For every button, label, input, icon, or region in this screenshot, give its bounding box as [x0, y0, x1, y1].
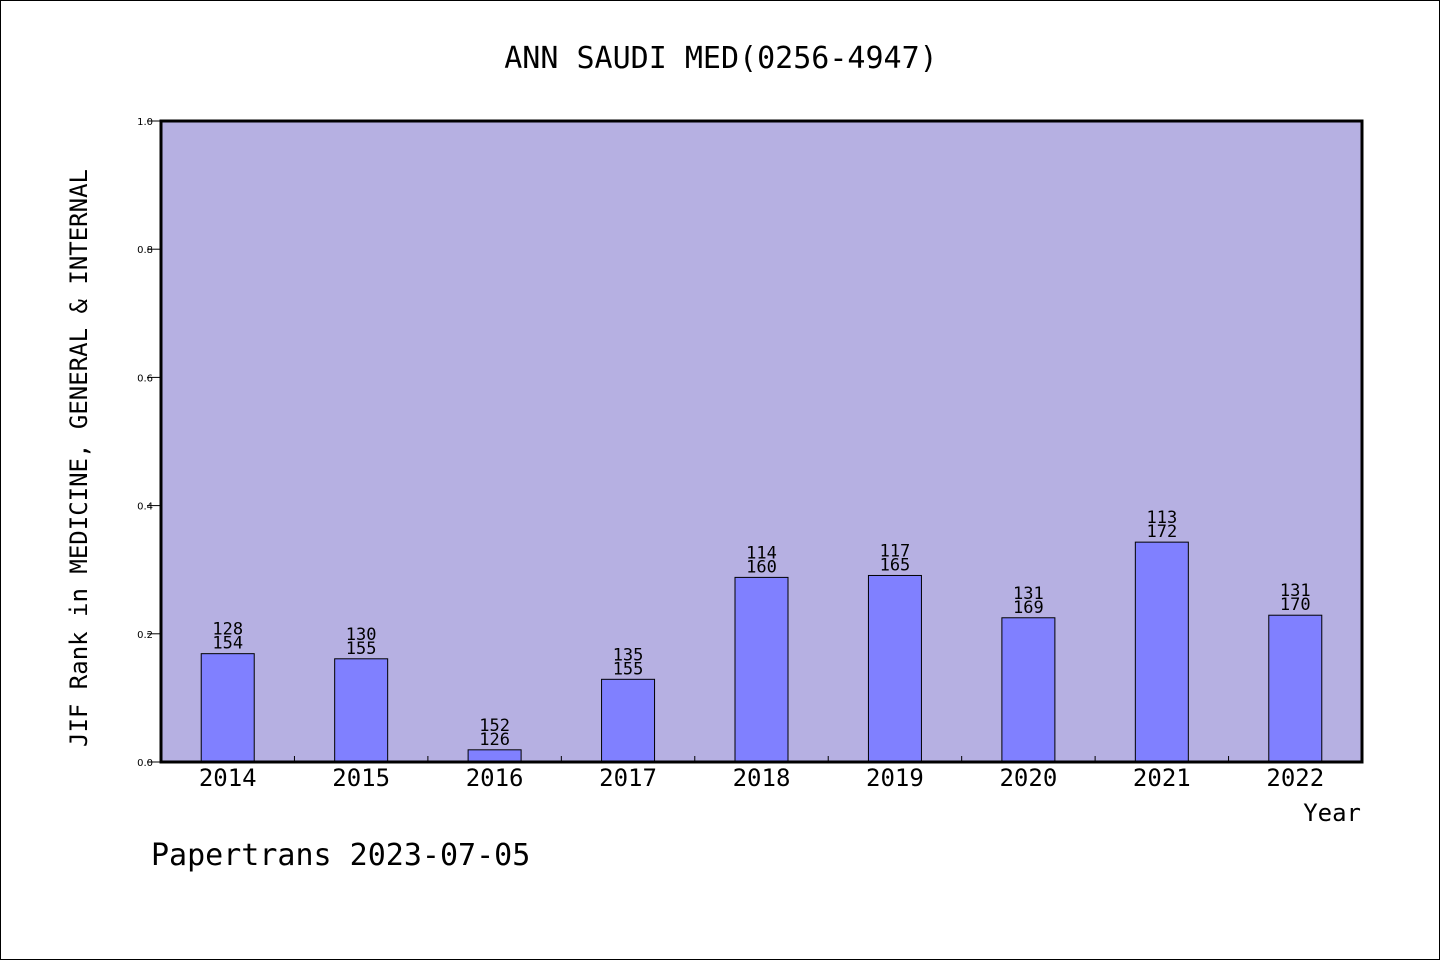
x-tick-label: 2014 [199, 764, 257, 792]
bar-total-label: 160 [746, 557, 777, 577]
bar-rank-label: 114 [746, 543, 777, 563]
x-tick-labels: 2014 2015 2016 2017 2018 2019 2020 2021 2022 [199, 764, 1324, 792]
bar-2015 [334, 658, 389, 763]
bar-2020 [1001, 617, 1056, 763]
bar-rank-label: 131 [1013, 584, 1044, 604]
bar-2022 [1268, 614, 1323, 763]
bar-rank-label: 113 [1146, 508, 1177, 528]
bar-rank-label: 117 [880, 541, 911, 561]
y-ticks-group: 0.0 0.2 0.4 0.6 0.8 1.0 [137, 117, 161, 769]
x-tick-label: 2022 [1266, 764, 1324, 792]
bar-rank-label: 130 [346, 625, 377, 645]
bar-total-label: 172 [1146, 522, 1177, 542]
bar-total-label: 170 [1280, 595, 1311, 615]
x-tick-label: 2020 [999, 764, 1057, 792]
bar-rank-label: 152 [479, 716, 510, 736]
bar-total-label: 169 [1013, 598, 1044, 618]
y-tick-label: 0.2 [137, 630, 153, 641]
y-tick-label: 1.0 [137, 117, 153, 128]
x-axis-label: Year [1303, 799, 1361, 827]
y-tick-label: 0.4 [137, 502, 153, 513]
bar-rank-label: 131 [1280, 581, 1311, 601]
footer-credit: Papertrans 2023-07-05 [151, 838, 530, 873]
x-tick-label: 2017 [599, 764, 657, 792]
y-tick-label: 0.8 [137, 245, 153, 256]
x-tick-label: 2016 [466, 764, 524, 792]
bar-total-label: 155 [613, 659, 644, 679]
bar-2016 [467, 749, 522, 763]
bar-2017 [601, 678, 656, 763]
bar-total-label: 165 [880, 555, 911, 575]
chart-title: ANN SAUDI MED(0256-4947) [504, 41, 937, 76]
bar-total-label: 126 [479, 730, 510, 750]
x-tick-label: 2018 [733, 764, 791, 792]
bar-2018 [734, 576, 789, 763]
x-tick-label: 2021 [1133, 764, 1191, 792]
bars-group [200, 541, 1323, 763]
bar-2021 [1134, 541, 1189, 763]
x-tick-label: 2019 [866, 764, 924, 792]
plot-border [159, 119, 1364, 764]
bar-2019 [867, 574, 922, 763]
x-tick-label: 2015 [332, 764, 390, 792]
bar-total-label: 155 [346, 639, 377, 659]
y-axis-label: JIF Rank in MEDICINE, GENERAL & INTERNAL [65, 169, 93, 747]
y-tick-label: 0.0 [137, 758, 153, 769]
bar-rank-label: 128 [212, 620, 243, 640]
bar-total-label: 154 [212, 634, 243, 654]
bar-2014 [200, 653, 255, 763]
bar-rank-label: 135 [613, 645, 644, 665]
y-tick-label: 0.6 [137, 373, 153, 384]
